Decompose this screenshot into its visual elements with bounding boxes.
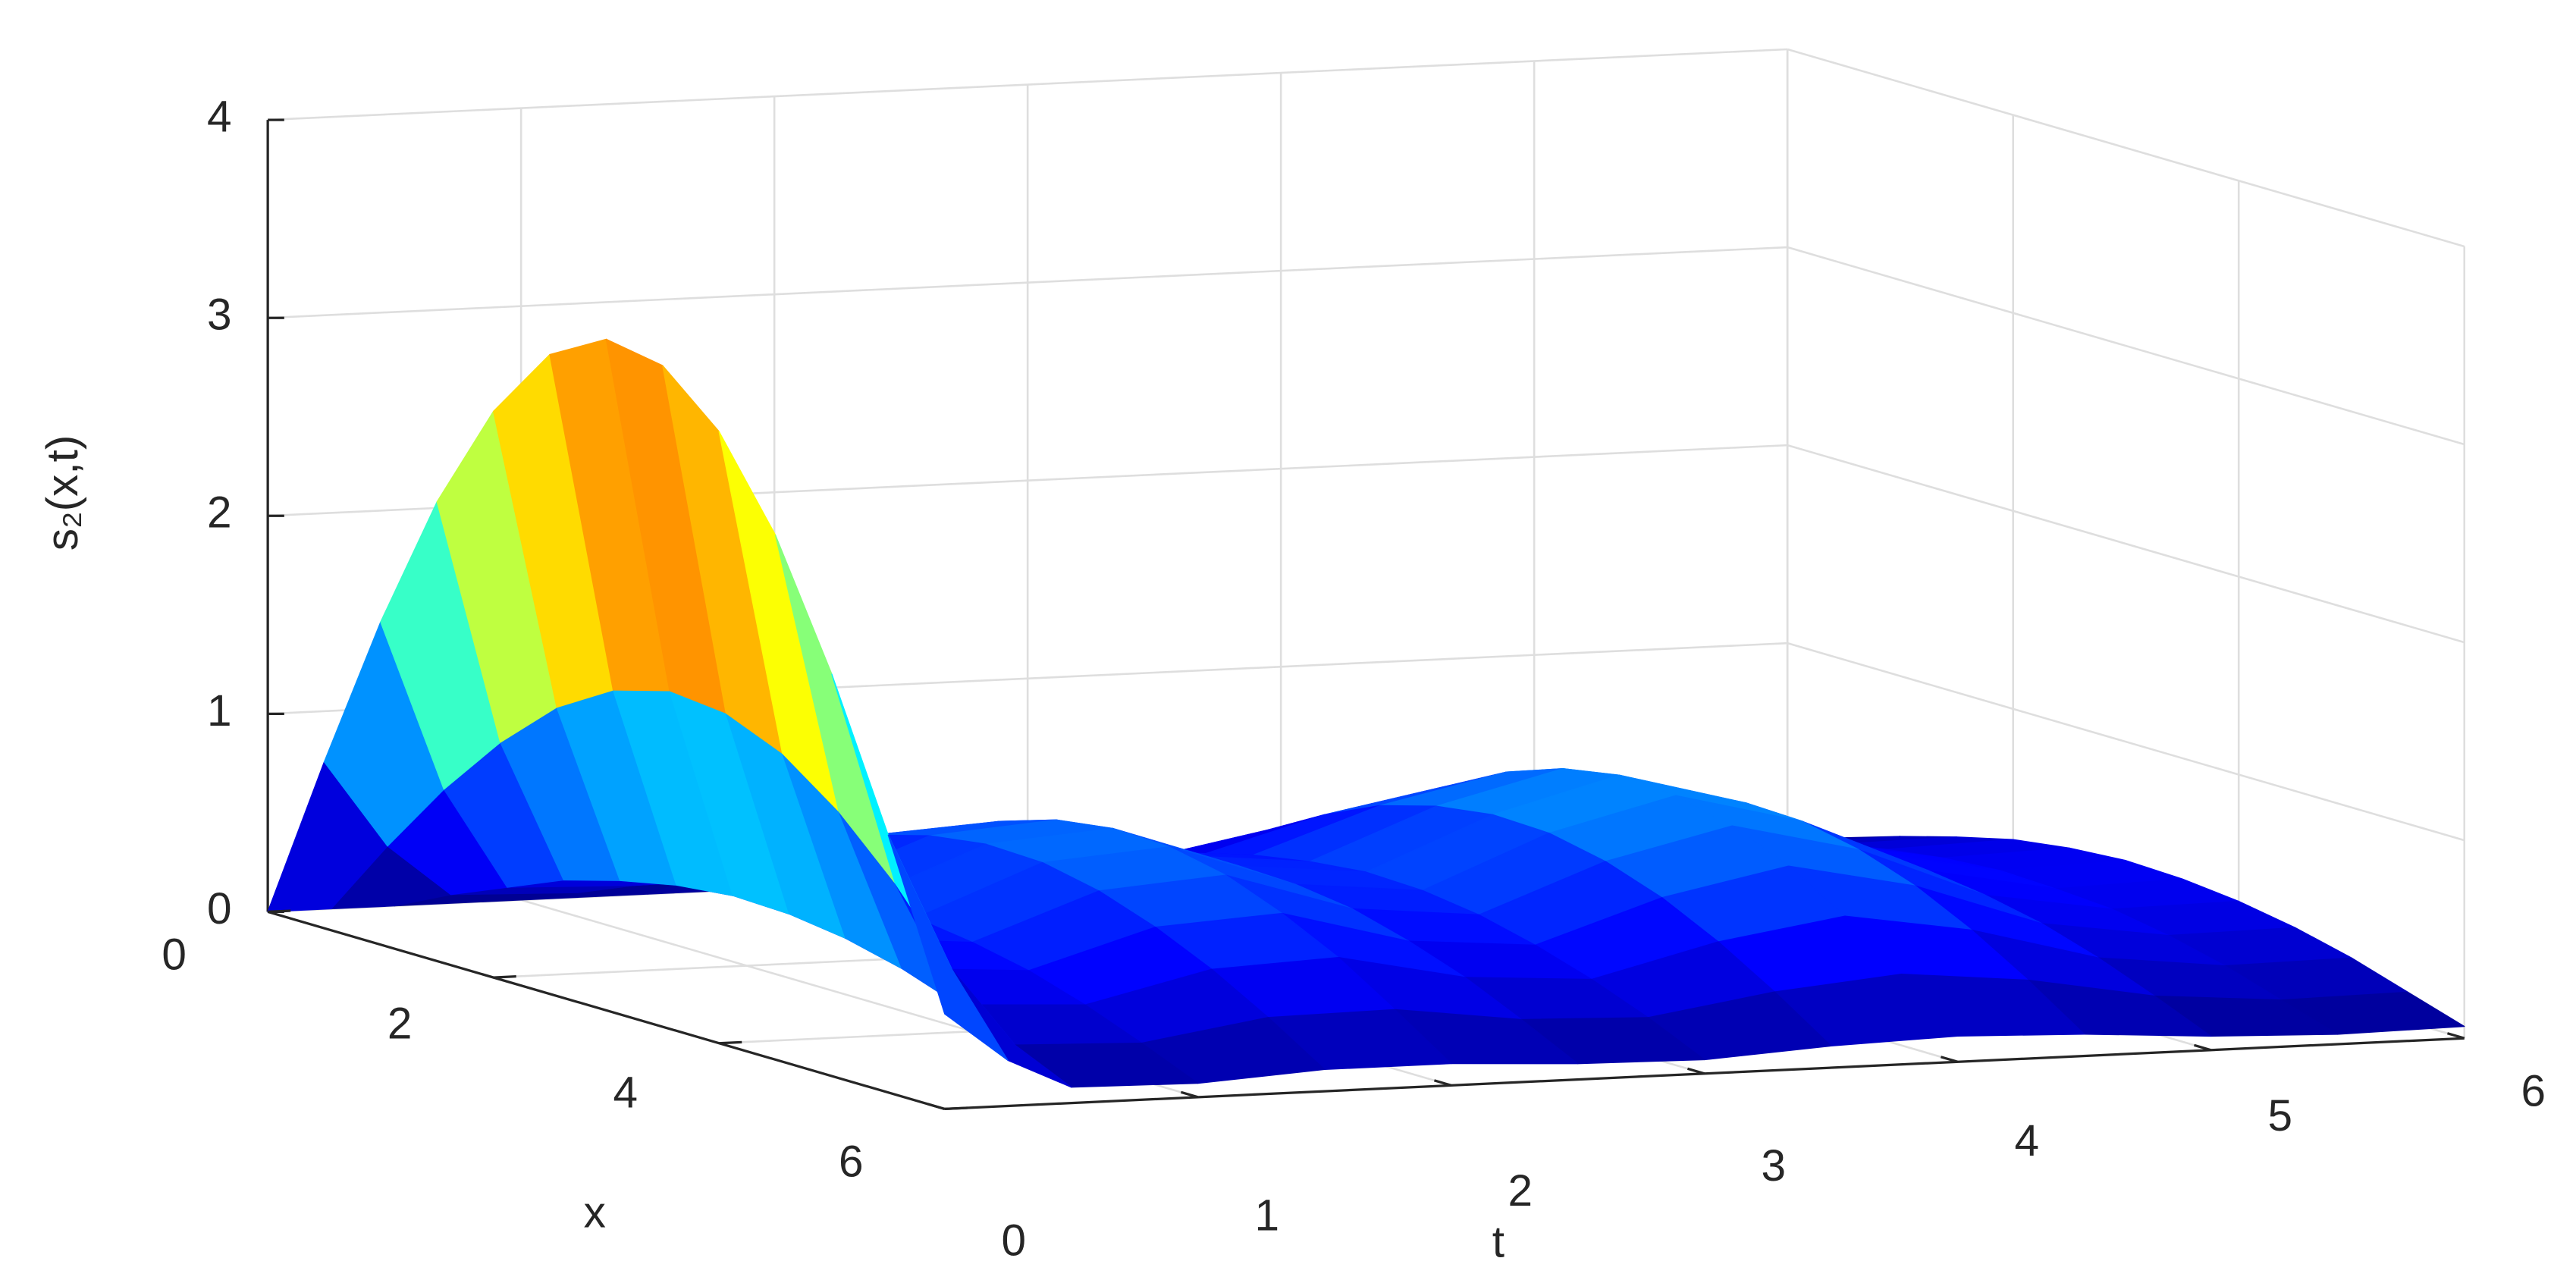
grid-line — [268, 246, 1788, 319]
x-tick-label: 4 — [613, 1068, 638, 1118]
t-tick-label: 2 — [1508, 1166, 1533, 1216]
x-tick-label: 6 — [839, 1137, 864, 1187]
z-tick-label: 2 — [207, 488, 232, 538]
x-tick-label: 2 — [387, 999, 413, 1049]
t-tick — [1433, 1079, 1452, 1087]
z-tick-label: 3 — [207, 290, 232, 340]
z-axis-label: s₂(x,t) — [38, 435, 87, 551]
x-tick-label: 0 — [162, 930, 187, 980]
z-tick-label: 4 — [207, 93, 232, 142]
t-tick — [2446, 1032, 2465, 1040]
t-tick — [2193, 1043, 2212, 1052]
t-axis-label: t — [1492, 1218, 1504, 1267]
t-tick-label: 6 — [2521, 1066, 2546, 1115]
t-tick — [1180, 1090, 1199, 1099]
x-axis-line — [267, 910, 946, 1110]
grid-line — [1787, 48, 2465, 248]
t-tick-label: 3 — [1761, 1141, 1786, 1191]
plot-area: t x s₂(x,t) 0 1 2 3 4 0 2 4 6 0 1 2 3 4 5 6 — [38, 48, 2546, 1267]
z-tick-label: 0 — [207, 884, 232, 933]
t-tick — [1940, 1056, 1959, 1063]
t-tick — [1686, 1067, 1705, 1075]
t-tick-label: 1 — [1254, 1191, 1279, 1241]
grid-line — [1787, 246, 2465, 446]
t-tick-label: 5 — [2267, 1091, 2292, 1140]
x-tick — [719, 1040, 742, 1045]
z-tick-label: 1 — [207, 686, 232, 736]
surface-patch — [887, 834, 1009, 1062]
t-tick-label: 0 — [1001, 1216, 1026, 1265]
x-axis-label: x — [584, 1188, 606, 1238]
grid-line — [1787, 444, 2465, 644]
t-tick-label: 4 — [2014, 1116, 2039, 1165]
grid-line — [1787, 642, 2465, 842]
t-tick — [927, 1103, 946, 1110]
grid-line — [268, 48, 1788, 121]
x-tick — [944, 1106, 968, 1111]
